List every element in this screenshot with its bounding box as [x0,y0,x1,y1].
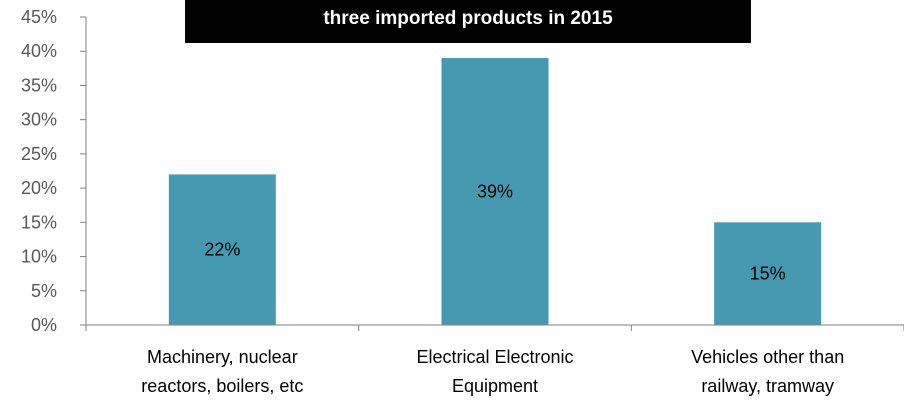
x-category-label: railway, tramway [701,376,834,396]
x-category-label: reactors, boilers, etc [141,376,303,396]
chart-title-background [185,0,751,43]
bar [714,222,822,325]
y-tick-label: 40% [21,41,57,61]
y-tick-label: 45% [21,7,57,27]
data-labels-group: 22% 39% 15% [204,182,785,284]
y-tick-label: 15% [21,212,57,232]
chart-title: three imported products in 2015 [323,8,613,29]
data-label: 22% [204,240,240,260]
bars-group [168,58,822,326]
x-category-label: Electrical Electronic [416,347,573,367]
y-tick-label: 25% [21,144,57,164]
y-tick-label: 35% [21,75,57,95]
y-tick-label: 20% [21,178,57,198]
data-label: 39% [477,182,513,202]
y-tick-label: 0% [31,315,57,335]
bar [168,174,276,325]
y-tick-label: 30% [21,110,57,130]
x-categories-group: Machinery, nuclear reactors, boilers, etc… [141,347,844,396]
data-label: 15% [750,264,786,284]
bar [441,58,549,326]
y-tick-label: 10% [21,247,57,267]
axes-group [85,17,904,331]
y-tick-label: 5% [31,281,57,301]
x-category-label: Vehicles other than [691,347,844,367]
x-category-label: Machinery, nuclear [147,347,298,367]
y-ticks-group: 0% 5% 10% 15% 20% 25% 30% 35% 40% 45% [21,7,86,335]
x-category-label: Equipment [452,376,538,396]
